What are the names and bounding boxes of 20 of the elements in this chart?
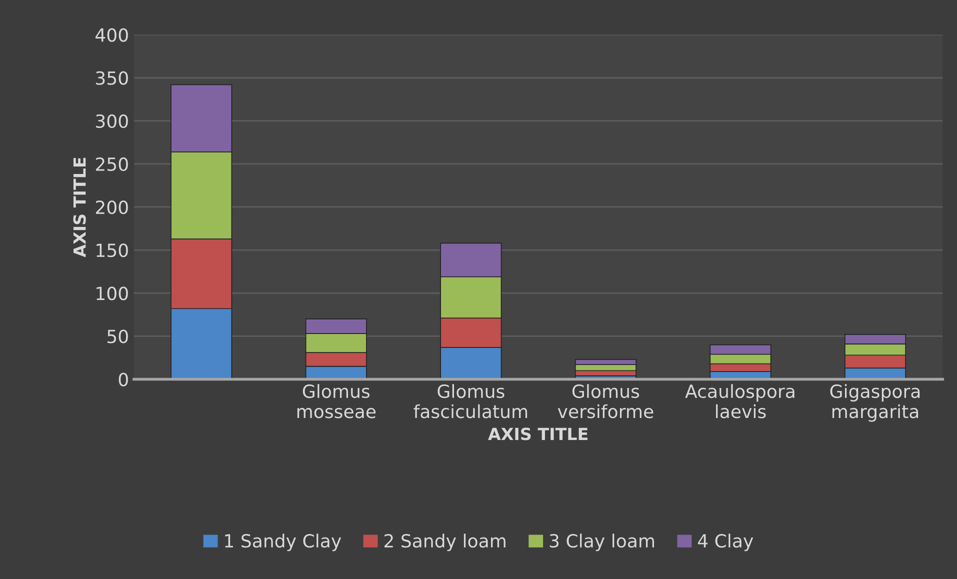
x-tick-label: Glomus mosseae	[297, 384, 376, 418]
x-tick-label: Glomus fasciculatum	[414, 384, 528, 418]
y-tick-label: 100	[96, 286, 128, 300]
legend-label: 1 Sandy Clay	[225, 534, 342, 552]
legend-label: 3 Clay loam	[550, 534, 654, 552]
x-tick-label: Gigaspora margarita	[830, 384, 920, 422]
y-tick-label: 200	[96, 200, 128, 214]
y-tick-label: 250	[96, 157, 128, 172]
y-tick-label: 300	[96, 114, 128, 128]
x-axis-title: AXIS TITLE	[488, 428, 588, 440]
y-tick-label: 0	[118, 372, 128, 386]
y-tick-label: 400	[96, 28, 128, 42]
x-tick-label: Acaulospora laevis	[685, 384, 794, 418]
legend-label: 2 Sandy loam	[384, 534, 506, 552]
x-tick-label: Glomus versiforme	[558, 384, 654, 418]
y-tick-label: 350	[96, 71, 128, 85]
y-tick-label: 150	[96, 244, 128, 258]
y-axis-title: AXIS TITLE	[73, 158, 86, 258]
legend-label: 4 Clay	[698, 534, 754, 552]
y-tick-label: 50	[108, 330, 128, 344]
